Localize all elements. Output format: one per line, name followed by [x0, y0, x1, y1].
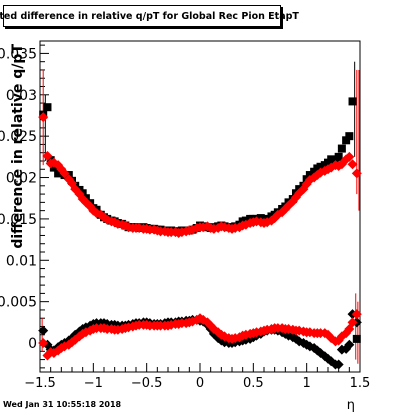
y-tick-label: 0.015	[0, 212, 37, 228]
data-markers	[38, 97, 362, 370]
data-point	[347, 159, 358, 170]
y-tick-label: 0.025	[0, 129, 37, 145]
data-point	[342, 136, 351, 145]
x-tick-label: −1	[84, 376, 103, 391]
y-axis-label: difference in relative q/pT	[10, 44, 26, 249]
data-point	[351, 309, 362, 320]
x-axis-label: η	[347, 398, 355, 413]
data-point	[345, 132, 354, 141]
x-tick-label: 1.5	[350, 376, 371, 391]
data-point	[334, 152, 343, 161]
data-point	[38, 112, 49, 123]
x-tick-label: −0.5	[131, 376, 163, 391]
chart-title-box: Fitted difference in relative q/pT for G…	[0, 5, 299, 27]
y-tick-label: 0.005	[0, 295, 37, 311]
x-tick-label: 1	[303, 376, 311, 391]
data-point	[59, 168, 70, 179]
data-point	[351, 168, 362, 179]
y-tick-label: 0.02	[6, 171, 37, 187]
data-point	[352, 334, 361, 343]
x-tick-label: −1.5	[24, 376, 56, 391]
footer-date: Wed Jan 31 10:55:18 2018	[3, 400, 122, 409]
data-point	[56, 164, 67, 175]
x-tick-label: 0	[196, 376, 204, 391]
data-point	[333, 359, 344, 370]
y-tick-label: 0.01	[6, 253, 37, 269]
data-point	[337, 144, 346, 153]
data-point	[344, 339, 355, 350]
y-tick-label: 0.03	[6, 88, 37, 104]
data-point	[42, 151, 53, 162]
data-point	[43, 103, 52, 112]
data-point	[344, 151, 355, 162]
data-point	[38, 325, 49, 336]
y-tick-label: 0	[28, 336, 37, 352]
data-point	[348, 97, 357, 106]
y-tick-label: 0.035	[0, 46, 37, 62]
data-point	[327, 155, 336, 164]
data-point	[38, 338, 49, 349]
data-point	[347, 317, 358, 328]
x-tick-label: 0.5	[243, 376, 264, 391]
data-point	[316, 162, 325, 171]
chart-title: Fitted difference in relative q/pT for G…	[0, 10, 299, 22]
